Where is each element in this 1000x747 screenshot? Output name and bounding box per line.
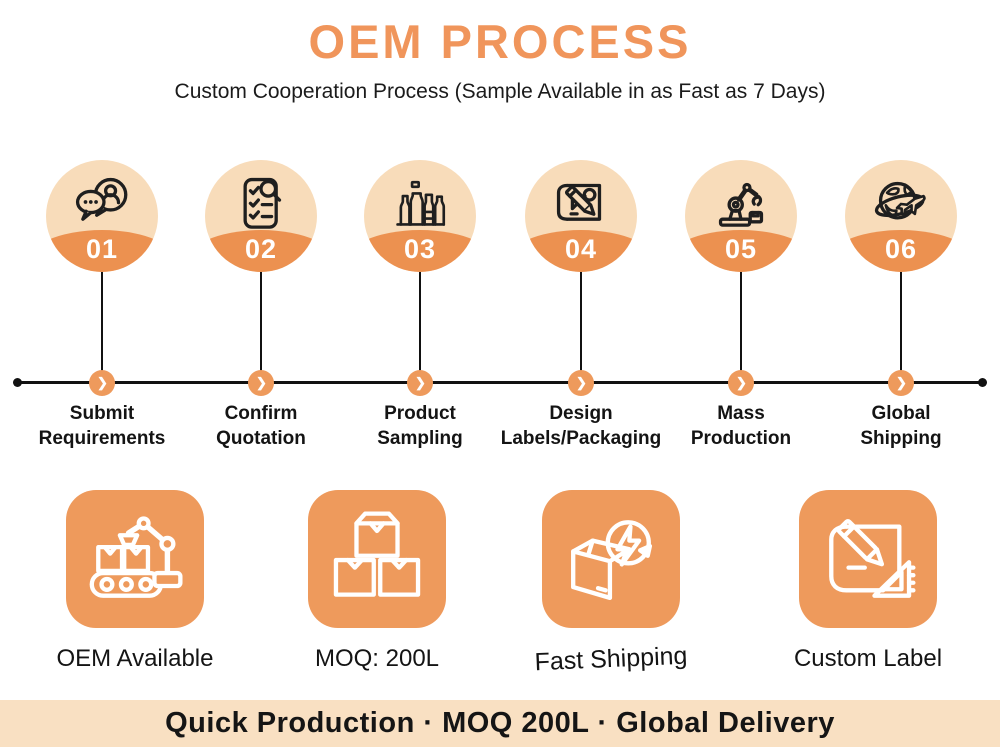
step-circle: 06	[845, 160, 957, 272]
connector-line	[101, 272, 103, 382]
step-number: 04	[564, 234, 598, 264]
arrow-marker: ❯	[888, 370, 914, 396]
step-number-band	[205, 230, 317, 272]
step-circle: 03	[364, 160, 476, 272]
chevron-right-icon: ❯	[415, 375, 426, 390]
page-subtitle: Custom Cooperation Process (Sample Avail…	[174, 80, 826, 103]
step-number-band	[46, 230, 158, 272]
connector-line	[580, 272, 582, 382]
step-number-band	[685, 230, 797, 272]
banner-text: Quick Production · MOQ 200L · Global Del…	[165, 707, 835, 739]
step-label: Design Labels/Packaging	[500, 403, 662, 449]
arrow-marker: ❯	[568, 370, 594, 396]
step-label: Submit Requirements	[38, 403, 166, 449]
chevron-right-icon: ❯	[576, 375, 587, 390]
step-circle: 05	[685, 160, 797, 272]
chat-bubbles-icon	[75, 177, 128, 221]
connector-line	[260, 272, 262, 382]
step-label: Global Shipping	[860, 403, 942, 449]
chevron-right-icon: ❯	[256, 375, 267, 390]
connector-line	[740, 272, 742, 382]
step-number-band	[525, 230, 637, 272]
feature-tile	[799, 490, 937, 628]
page-title: OEM PROCESS	[308, 15, 692, 68]
blueprint-pencil-icon	[556, 183, 602, 221]
timeline-line	[17, 381, 983, 384]
timeline-end-dot	[978, 378, 987, 387]
feature-label: Fast Shipping	[534, 641, 688, 677]
chevron-right-icon: ❯	[736, 375, 747, 390]
feature-tile	[66, 490, 204, 628]
feature-tile	[542, 490, 680, 628]
step-number: 01	[85, 234, 119, 264]
arrow-marker: ❯	[248, 370, 274, 396]
timeline-start-dot	[13, 378, 22, 387]
arrow-marker: ❯	[728, 370, 754, 396]
step-circle: 02	[205, 160, 317, 272]
step-number-band	[364, 230, 476, 272]
step-circle: 01	[46, 160, 158, 272]
step-label: Product Sampling	[377, 403, 463, 449]
factory-arm-icon	[89, 516, 183, 598]
bottom-banner: Quick Production · MOQ 200L · Global Del…	[0, 700, 1000, 747]
step-label: Mass Production	[690, 403, 792, 449]
step-number: 03	[403, 234, 437, 264]
stacked-boxes-icon	[333, 511, 421, 597]
step-label: Confirm Quotation	[216, 403, 306, 449]
bottles-icon	[396, 180, 446, 226]
feature-label: MOQ: 200L	[314, 645, 440, 672]
blueprint-ruler-icon	[829, 519, 916, 598]
feature-label: Custom Label	[793, 645, 943, 672]
robot-arm-icon	[718, 182, 764, 227]
connector-line	[900, 272, 902, 382]
step-number-band	[845, 230, 957, 272]
step-number: 06	[884, 234, 918, 264]
box-lightning-icon	[571, 520, 653, 601]
arrow-marker: ❯	[89, 370, 115, 396]
globe-plane-icon	[874, 181, 926, 220]
arrow-marker: ❯	[407, 370, 433, 396]
connector-line	[419, 272, 421, 382]
chevron-right-icon: ❯	[896, 375, 907, 390]
step-number: 02	[244, 234, 278, 264]
feature-tile	[308, 490, 446, 628]
checklist-magnifier-icon	[243, 177, 282, 229]
feature-label: OEM Available	[56, 645, 214, 672]
step-number: 05	[724, 234, 758, 264]
chevron-right-icon: ❯	[97, 375, 108, 390]
step-circle: 04	[525, 160, 637, 272]
